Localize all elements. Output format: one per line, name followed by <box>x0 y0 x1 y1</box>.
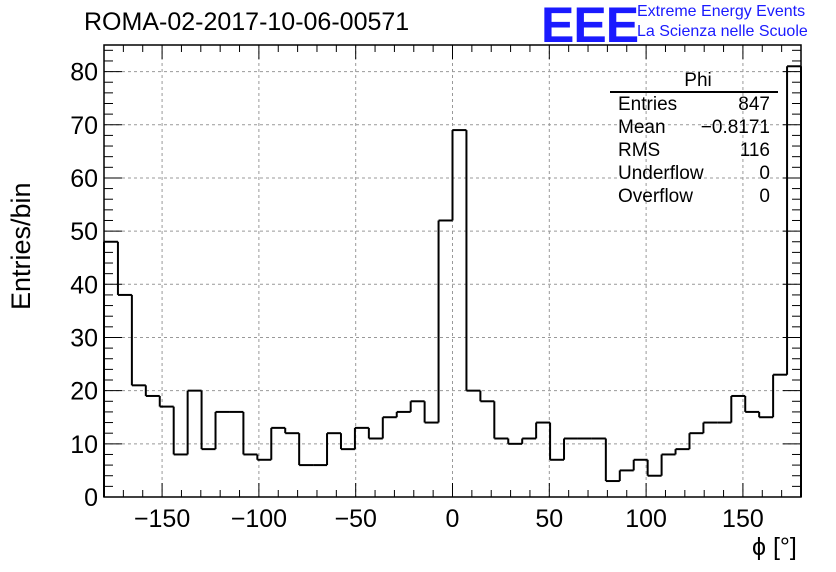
y-tick-label: 60 <box>70 165 98 193</box>
y-tick-label: 50 <box>70 218 98 246</box>
stats-title: Phi <box>610 70 778 93</box>
stats-value: 0 <box>759 186 770 207</box>
stats-box: Phi Entries 847 Mean −0.8171 RMS 116 Und… <box>610 70 778 208</box>
tick-label-layer: 0 10 20 30 40 50 60 70 80 −150 −100 −50 0 50 100 150 <box>70 59 764 533</box>
x-tick-label: −100 <box>231 505 287 533</box>
stats-row-entries: Entries 847 <box>610 93 778 116</box>
y-tick-label: 40 <box>70 271 98 299</box>
stats-value: −0.8171 <box>700 117 770 138</box>
stats-row-overflow: Overflow 0 <box>610 185 778 208</box>
y-tick-label: 70 <box>70 112 98 140</box>
stats-row-mean: Mean −0.8171 <box>610 116 778 139</box>
x-tick-label: 50 <box>535 505 563 533</box>
stats-value: 847 <box>738 94 770 115</box>
x-tick-label: −50 <box>334 505 376 533</box>
stats-label: Mean <box>618 117 666 138</box>
logo-tagline-2: La Scienza nelle Scuole <box>637 23 808 40</box>
stats-label: Overflow <box>618 186 693 207</box>
run-title: ROMA-02-2017-10-06-00571 <box>84 8 410 36</box>
stats-value: 116 <box>739 140 770 161</box>
y-tick-label: 30 <box>70 324 98 352</box>
x-axis-label: ϕ [°] <box>752 533 797 561</box>
x-tick-label: 100 <box>625 505 667 533</box>
stats-label: RMS <box>618 140 661 161</box>
logo-tagline-1: Extreme Energy Events <box>637 3 806 20</box>
y-tick-label: 20 <box>70 378 98 406</box>
y-tick-label: 0 <box>84 484 98 512</box>
x-tick-label: 150 <box>722 505 764 533</box>
x-tick-label: 0 <box>446 505 460 533</box>
stats-value: 0 <box>759 163 770 184</box>
stats-row-rms: RMS 116 <box>610 139 778 162</box>
y-tick-label: 10 <box>70 431 98 459</box>
eee-logo: EEE <box>541 0 639 53</box>
stats-row-underflow: Underflow 0 <box>610 162 778 185</box>
stats-label: Entries <box>618 94 678 115</box>
axis-layer <box>103 44 802 498</box>
stats-label: Underflow <box>618 163 704 184</box>
x-tick-label: −150 <box>134 505 190 533</box>
y-axis-label: Entries/bin <box>6 182 36 310</box>
y-tick-label: 80 <box>70 59 98 87</box>
